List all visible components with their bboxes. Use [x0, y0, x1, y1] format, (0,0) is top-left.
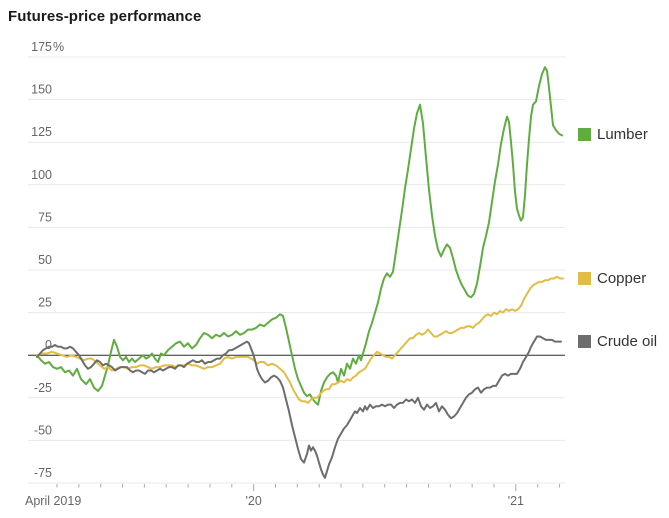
legend-item-copper: Copper	[578, 270, 646, 287]
copper-line	[36, 275, 564, 404]
lumber-swatch-icon	[578, 128, 591, 142]
legend-item-lumber: Lumber	[578, 126, 648, 143]
lumber-line	[36, 66, 563, 406]
x-year-label: '21	[508, 494, 524, 508]
crude-oil-line	[36, 335, 562, 479]
y-tick-label: -25	[34, 381, 52, 395]
y-tick-label: 100	[31, 168, 52, 182]
y-axis-unit: %	[53, 40, 64, 54]
legend-item-crude-oil: Crude oil	[578, 333, 657, 350]
y-tick-label: 0	[45, 338, 52, 352]
y-tick-label: 125	[31, 125, 52, 139]
x-start-label: April 2019	[25, 494, 81, 508]
copper-swatch-icon	[578, 271, 591, 285]
chart-title: Futures-price performance	[8, 8, 202, 25]
crude-oil-swatch-icon	[578, 334, 591, 348]
y-tick-label: 75	[38, 210, 52, 224]
y-tick-label: -75	[34, 466, 52, 480]
legend-label-crude-oil: Crude oil	[597, 332, 658, 350]
y-tick-label: 50	[38, 253, 52, 267]
y-tick-label: 175	[31, 40, 52, 54]
legend-label-lumber: Lumber	[597, 126, 648, 144]
y-tick-label: -50	[34, 423, 52, 437]
y-tick-label: 150	[31, 83, 52, 97]
x-year-label: '20	[246, 494, 262, 508]
y-tick-label: 25	[38, 296, 52, 310]
legend-label-copper: Copper	[597, 269, 647, 287]
